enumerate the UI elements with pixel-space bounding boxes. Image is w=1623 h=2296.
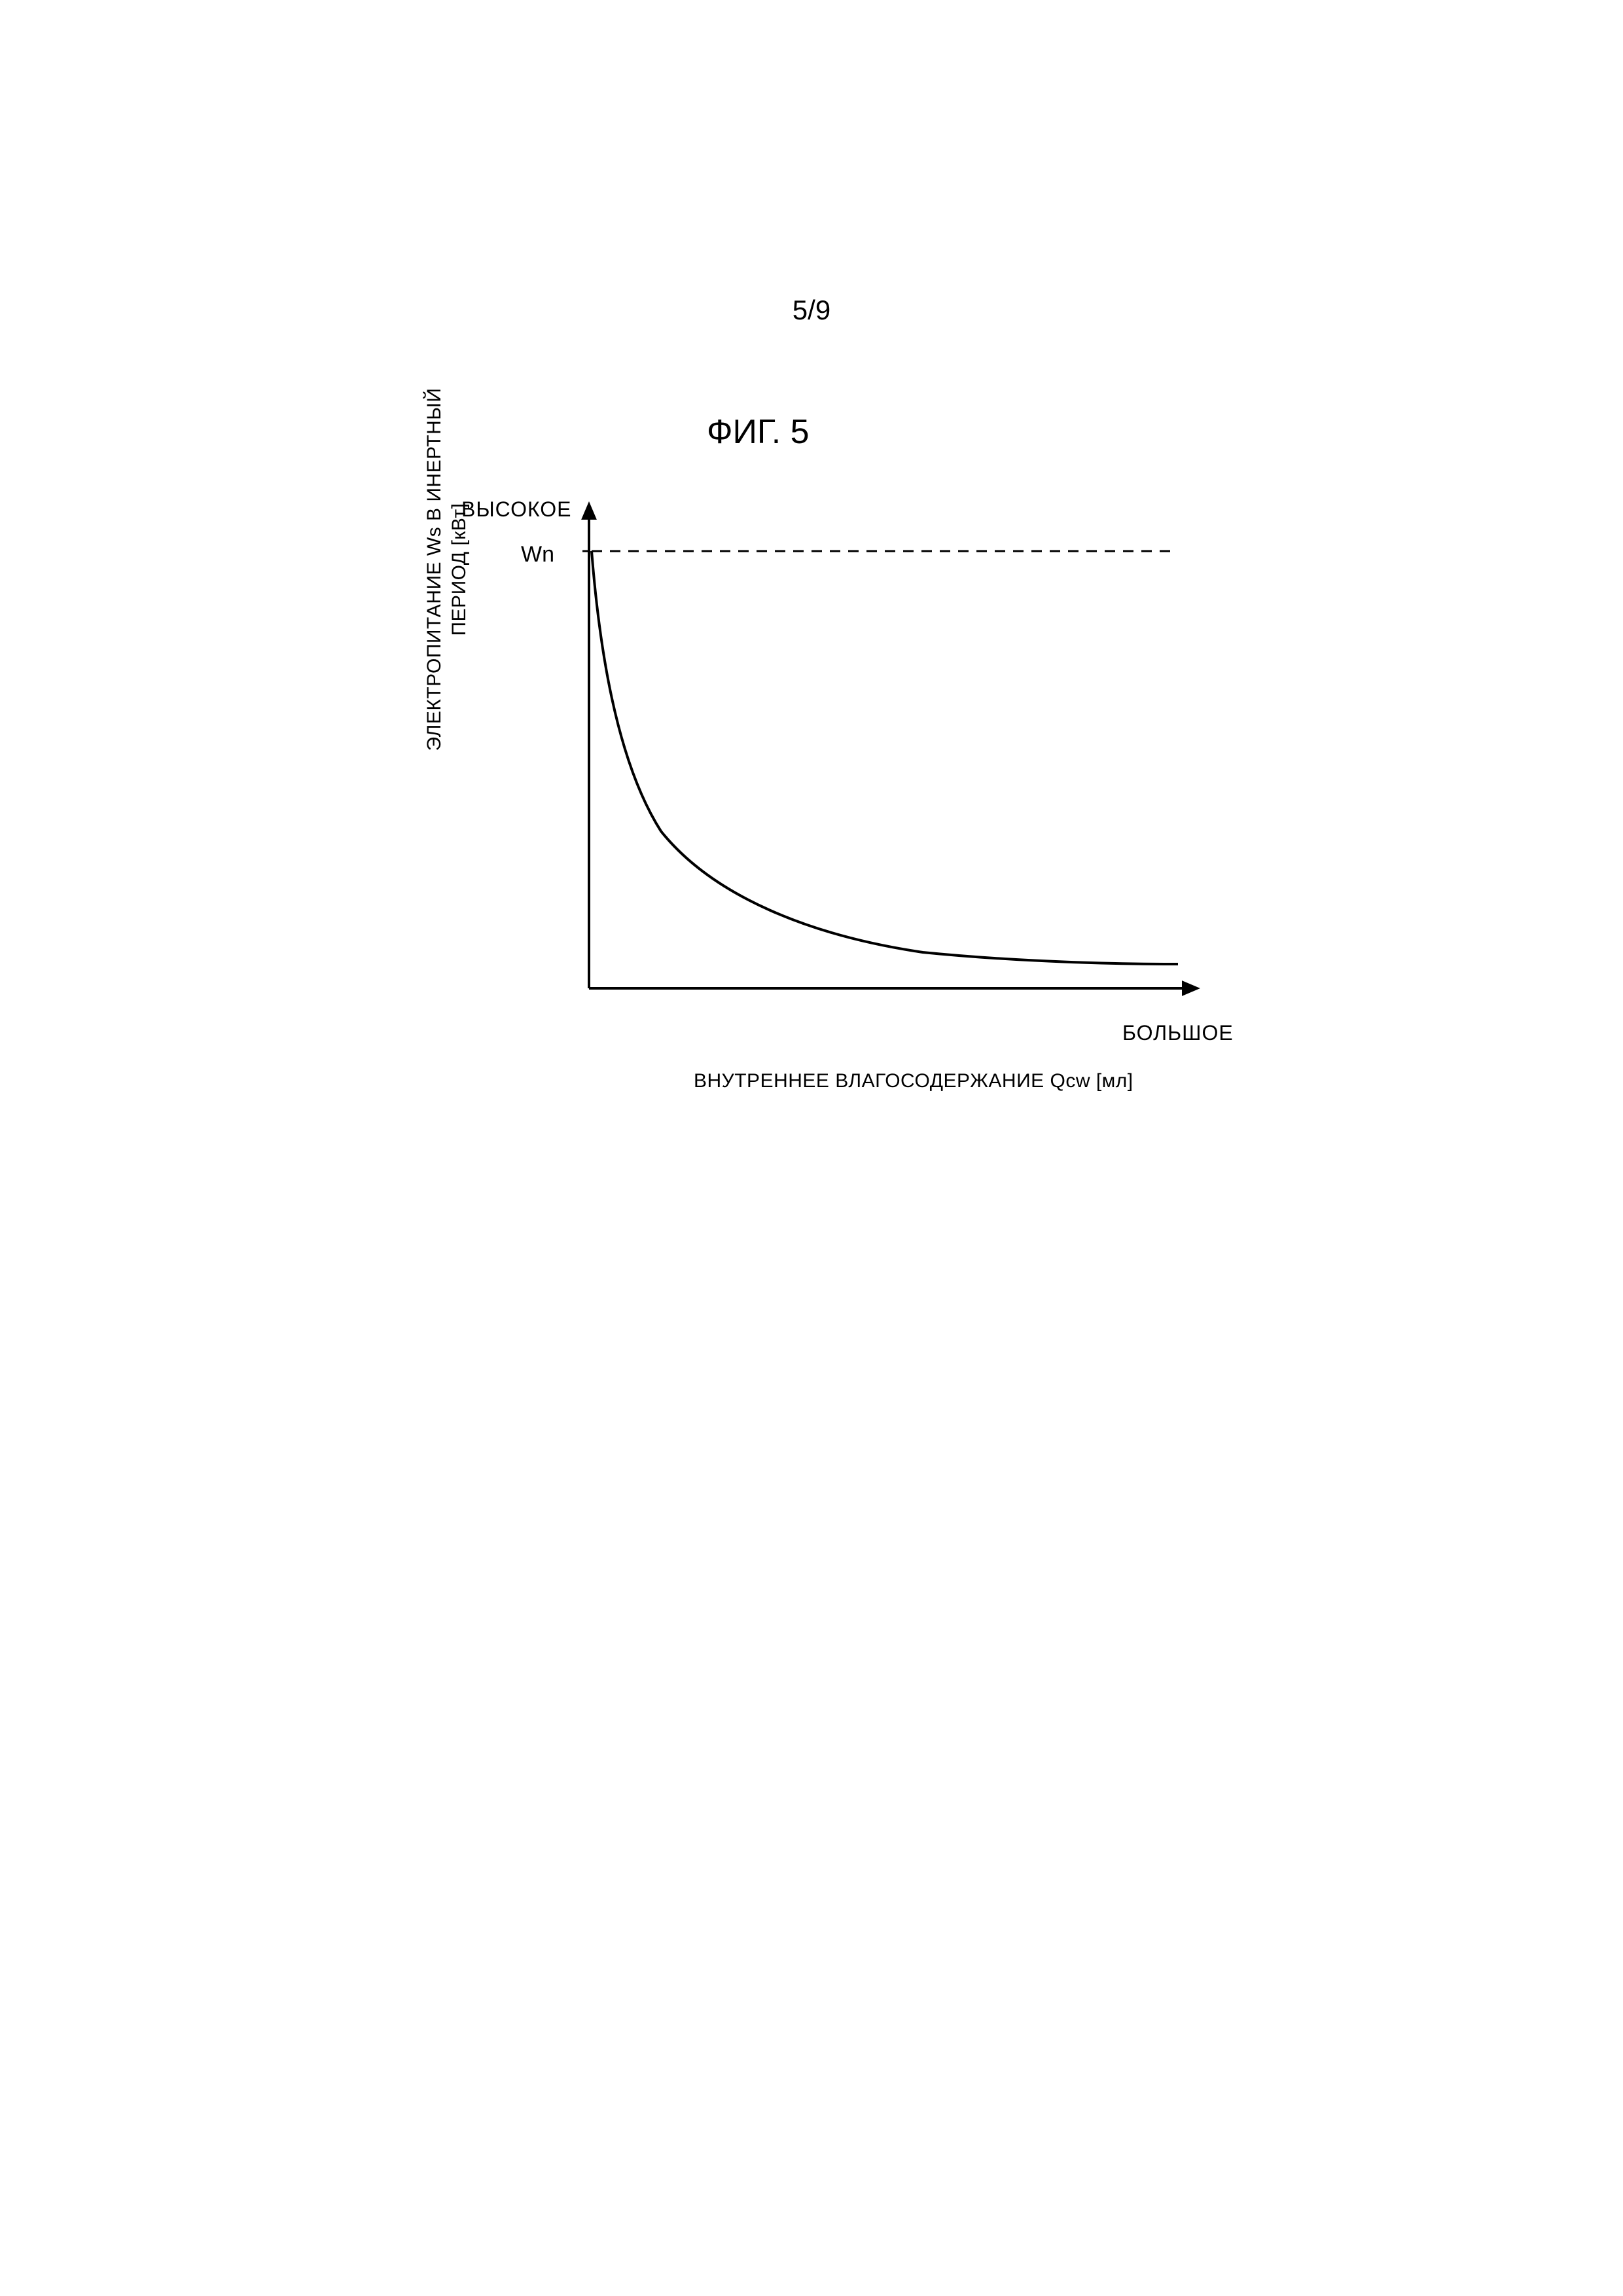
y-axis-arrow bbox=[581, 501, 597, 520]
y-axis-label-line2: ПЕРИОД [кВт] bbox=[448, 503, 470, 636]
y-axis-label-line1: ЭЛЕКТРОПИТАНИЕ Ws В ИНЕРТНЫЙ bbox=[423, 388, 445, 751]
y-tick-wn: Wn bbox=[521, 542, 554, 567]
y-axis-label: ЭЛЕКТРОПИТАНИЕ Ws В ИНЕРТНЫЙ ПЕРИОД [кВт… bbox=[422, 373, 471, 766]
chart-plot bbox=[563, 491, 1217, 1014]
x-axis-label: ВНУТРЕННЕЕ ВЛАГОСОДЕРЖАНИЕ Qcw [мл] bbox=[694, 1070, 1133, 1092]
decay-curve bbox=[592, 551, 1178, 964]
figure-title: ФИГ. 5 bbox=[707, 412, 810, 452]
y-axis-top-label: ВЫСОКОЕ bbox=[461, 497, 571, 522]
x-axis-end-label: БОЛЬШОЕ bbox=[1122, 1021, 1234, 1045]
page-number: 5/9 bbox=[793, 295, 830, 326]
chart-container: ВЫСОКОЕ Wn ЭЛЕКТРОПИТАНИЕ Ws В ИНЕРТНЫЙ … bbox=[380, 491, 1243, 1080]
x-axis-arrow bbox=[1182, 980, 1200, 996]
